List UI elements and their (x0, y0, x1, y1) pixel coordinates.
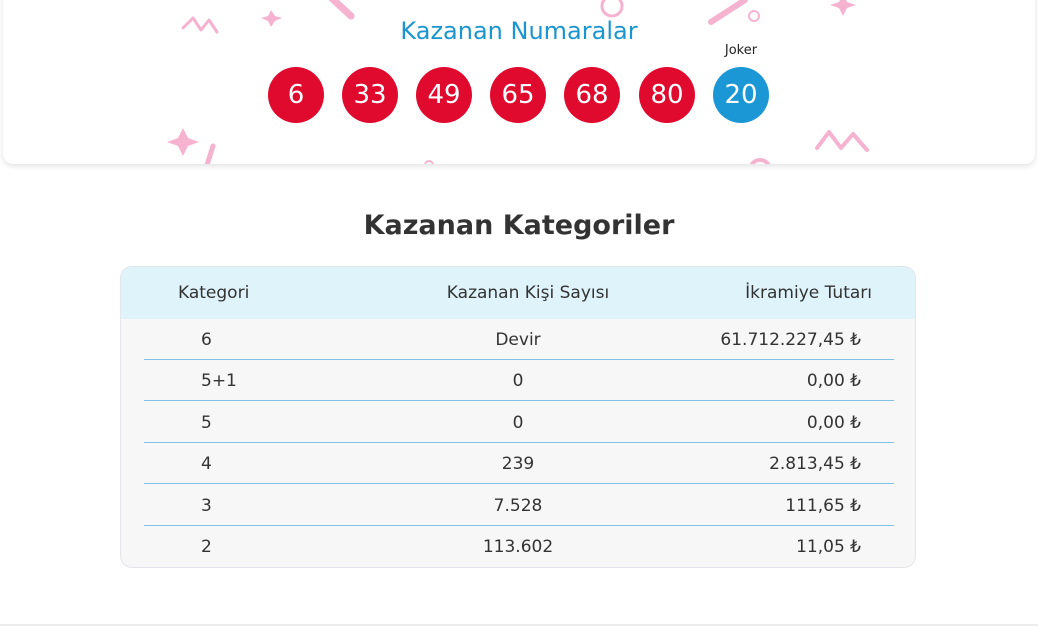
confetti-star-top-right (830, 0, 856, 16)
cell-winners: 0 (512, 413, 524, 433)
cell-prize: 111,65 ₺ (785, 496, 861, 516)
confetti-stick-top-left (328, 0, 355, 20)
cell-prize: 0,00 ₺ (806, 371, 861, 391)
header-winners: Kazanan Kişi Sayısı (446, 283, 610, 303)
confetti-stick-bottom-left (204, 143, 216, 164)
row-separator (144, 525, 894, 526)
cell-prize: 2.813,45 ₺ (769, 454, 861, 474)
cell-winners: 7.528 (493, 496, 543, 516)
table-row: 3 7.528 111,65 ₺ (121, 485, 915, 526)
joker-label: Joker (724, 43, 758, 58)
cell-winners: Devir (495, 330, 541, 350)
number-ball: 68 (564, 67, 620, 123)
cell-prize: 0,00 ₺ (806, 413, 861, 433)
row-separator (144, 400, 894, 401)
number-ball: 33 (342, 67, 398, 123)
cell-category: 3 (201, 496, 212, 516)
categories-table: Kategori Kazanan Kişi Sayısı İkramiye Tu… (120, 266, 916, 568)
joker-ball: 20 (713, 67, 769, 123)
row-separator (144, 483, 894, 484)
table-row: 5+1 0 0,00 ₺ (121, 360, 915, 401)
row-separator (144, 359, 894, 360)
confetti-ring-bottom-right (749, 158, 771, 164)
header-prize: İkramiye Tutarı (745, 283, 872, 303)
row-separator (144, 442, 894, 443)
confetti-decoration (167, 0, 869, 164)
confetti-zigzag-left (181, 16, 219, 34)
number-ball: 49 (416, 67, 472, 123)
categories-title: Kazanan Kategoriler (363, 210, 675, 241)
winning-numbers-title: Kazanan Numaralar (400, 17, 638, 45)
confetti-star-top-left (261, 10, 282, 27)
table-row: 2 113.602 11,05 ₺ (121, 526, 915, 567)
confetti-ring-top (600, 0, 624, 18)
confetti-star-bottom-left (167, 128, 199, 156)
cell-category: 2 (201, 537, 212, 557)
cell-winners: 0 (512, 371, 524, 391)
cell-winners: 239 (501, 454, 535, 474)
table-row: 5 0 0,00 ₺ (121, 402, 915, 443)
confetti-zigzag-right (815, 130, 869, 152)
confetti-stick-top-right (708, 0, 748, 25)
cell-prize: 11,05 ₺ (796, 537, 861, 557)
winning-numbers-card: Kazanan Numaralar Joker 6 33 49 65 68 80… (3, 0, 1035, 164)
number-ball: 65 (490, 67, 546, 123)
cell-category: 5 (201, 413, 212, 433)
cell-winners: 113.602 (482, 537, 554, 557)
table-row: 4 239 2.813,45 ₺ (121, 443, 915, 484)
bottom-divider (0, 624, 1038, 626)
table-row: 6 Devir 61.712.227,45 ₺ (121, 319, 915, 360)
cell-category: 5+1 (201, 371, 237, 391)
confetti-ring-small (748, 10, 760, 22)
header-category: Kategori (178, 283, 250, 303)
cell-category: 4 (201, 454, 212, 474)
number-ball: 6 (268, 67, 324, 123)
confetti-ring-tiny (424, 160, 434, 164)
number-ball: 80 (639, 67, 695, 123)
cell-prize: 61.712.227,45 ₺ (720, 330, 861, 350)
cell-category: 6 (201, 330, 212, 350)
table-header: Kategori Kazanan Kişi Sayısı İkramiye Tu… (121, 267, 915, 319)
